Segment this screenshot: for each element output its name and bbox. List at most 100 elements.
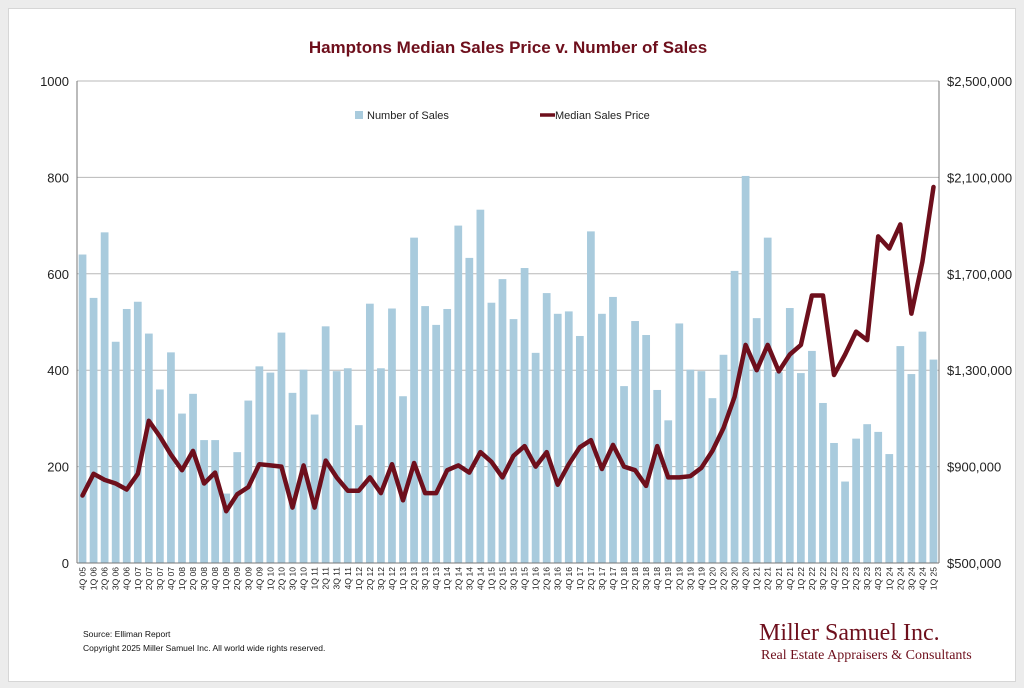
x-tick-label: 3Q 07 [155,567,165,590]
legend-label-price: Median Sales Price [555,110,650,122]
bar [399,396,407,563]
x-tick-label: 2Q 08 [188,567,198,590]
y-left-tick-label: 200 [47,460,69,475]
x-tick-label: 1Q 11 [310,567,320,590]
x-tick-label: 3Q 12 [376,567,386,590]
bar [288,392,297,563]
x-tick-label: 3Q 08 [199,567,209,590]
bar [100,232,109,563]
x-tick-label: 4Q 17 [608,567,618,590]
bar [553,313,562,563]
bar [178,413,186,563]
x-tick-label: 4Q 20 [741,567,751,590]
logo-name: Miller Samuel Inc. [759,620,940,646]
bar [929,359,938,563]
x-tick-label: 4Q 09 [254,567,264,590]
bar [531,352,540,563]
x-tick-label: 2Q 23 [851,567,861,590]
bar [609,296,617,563]
x-tick-label: 2Q 06 [100,567,110,590]
bar [874,431,883,563]
bar [465,257,474,563]
axes [76,81,940,564]
x-tick-label: 2Q 10 [276,567,286,590]
bar [122,308,131,563]
x-tick-label: 4Q 13 [431,567,441,590]
bar-series [78,175,938,564]
x-tick-label: 4Q 10 [299,567,309,590]
x-tick-label: 4Q 12 [387,567,397,590]
y-right-tick-label: $500,000 [947,556,1001,571]
bar [443,308,452,563]
x-tick-label: 2Q 14 [453,567,463,590]
legend-swatch-sales [355,111,363,119]
x-tick-label: 4Q 22 [829,567,839,590]
x-tick-label: 2Q 11 [321,567,331,590]
chart-card: Hamptons Median Sales Price v. Number of… [8,8,1016,682]
bar [189,393,197,563]
x-tick-label: 4Q 23 [873,567,883,590]
copyright-note: Copyright 2025 Miller Samuel Inc. All wo… [83,643,325,653]
x-tick-label: 1Q 10 [265,567,275,590]
bar [664,420,673,563]
x-tick-label: 4Q 07 [166,567,176,590]
right-axis-ticks: $500,000 $900,000 $1,300,000 $1,700,000 $2,1… [947,74,1012,571]
bar [432,324,441,563]
x-tick-label: 4Q 05 [78,567,88,590]
bar [852,438,860,563]
x-tick-label: 4Q 06 [122,567,132,590]
y-left-tick-label: 800 [47,170,69,185]
bar [233,452,242,563]
y-right-tick-label: $2,100,000 [947,170,1012,185]
x-tick-label: 1Q 16 [531,567,541,590]
bar [763,237,772,563]
bar [111,341,120,563]
line-series [80,184,936,514]
left-axis-ticks: 0 200 400 600 800 1000 [40,74,69,571]
x-tick-label: 3Q 10 [288,567,298,590]
x-tick-label: 1Q 19 [663,567,673,590]
chart-title: Hamptons Median Sales Price v. Number of… [309,38,707,57]
x-axis-ticks: 4Q 05 1Q 06 2Q 06 3Q 06 4Q 06 1Q 07 2Q 07 3Q 07… [78,567,939,590]
chart-svg: Hamptons Median Sales Price v. Number of… [40,38,1012,663]
x-tick-label: 1Q 07 [133,567,143,590]
x-tick-label: 1Q 18 [619,567,629,590]
x-tick-label: 3Q 17 [597,567,607,590]
legend-label-sales: Number of Sales [367,110,449,122]
x-tick-label: 4Q 24 [917,567,927,590]
bar [410,237,418,563]
x-tick-label: 2Q 24 [895,567,905,590]
bar [918,331,927,563]
y-left-tick-label: 600 [47,267,69,282]
x-tick-label: 4Q 08 [210,567,220,590]
bar [277,332,286,563]
bar [454,225,463,563]
x-tick-label: 3Q 22 [818,567,828,590]
bar [343,368,352,563]
bar [487,302,496,563]
x-tick-label: 1Q 06 [89,567,99,590]
x-tick-label: 1Q 15 [486,567,496,590]
x-tick-label: 3Q 19 [685,567,695,590]
bar [520,268,529,563]
y-right-tick-label: $900,000 [947,460,1001,475]
x-tick-label: 3Q 24 [906,567,916,590]
bar [808,350,816,563]
x-tick-label: 1Q 22 [796,567,806,590]
bar [796,373,805,563]
x-tick-label: 2Q 13 [409,567,419,590]
bar [144,333,153,563]
bar [885,454,894,563]
bar [587,231,595,563]
x-tick-label: 1Q 08 [177,567,187,590]
x-tick-label: 4Q 18 [652,567,662,590]
bar [598,313,606,563]
bar [133,301,142,563]
bar [244,400,253,563]
x-tick-label: 2Q 18 [630,567,640,590]
x-tick-label: 3Q 09 [243,567,253,590]
x-tick-label: 4Q 16 [564,567,574,590]
x-tick-label: 1Q 12 [354,567,364,590]
x-tick-label: 2Q 17 [586,567,596,590]
y-right-tick-label: $2,500,000 [947,74,1012,89]
